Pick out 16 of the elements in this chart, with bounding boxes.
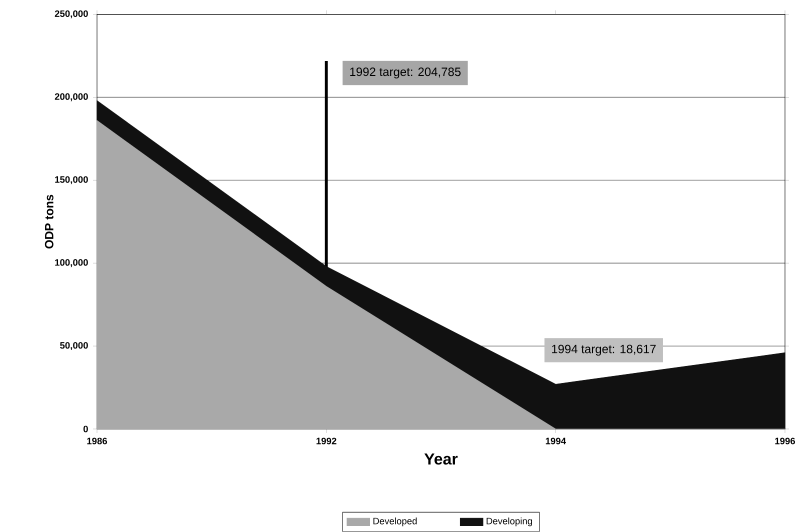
x-tick-label: 1992 [316, 438, 336, 444]
ref-line-label: 1992 target: 204,785 [350, 68, 461, 78]
x-tick-label: 1986 [87, 438, 108, 444]
legend-label: Developed [373, 518, 417, 526]
y-tick-label: 50,000 [60, 342, 88, 350]
y-axis-title: ODP tons [44, 194, 54, 249]
x-tick-label: 1996 [775, 438, 796, 444]
y-tick-label: 200,000 [54, 93, 88, 102]
y-tick-label: 100,000 [55, 259, 88, 268]
y-tick-label: 250,000 [54, 10, 88, 18]
y-tick-label: 0 [83, 426, 88, 432]
annotation: 1994 target: 18,617 [552, 344, 656, 356]
y-tick-label: 150,000 [55, 176, 88, 184]
x-axis-title: Year [424, 454, 458, 465]
legend-label: Developing [486, 518, 532, 526]
x-tick-label: 1994 [546, 438, 566, 444]
